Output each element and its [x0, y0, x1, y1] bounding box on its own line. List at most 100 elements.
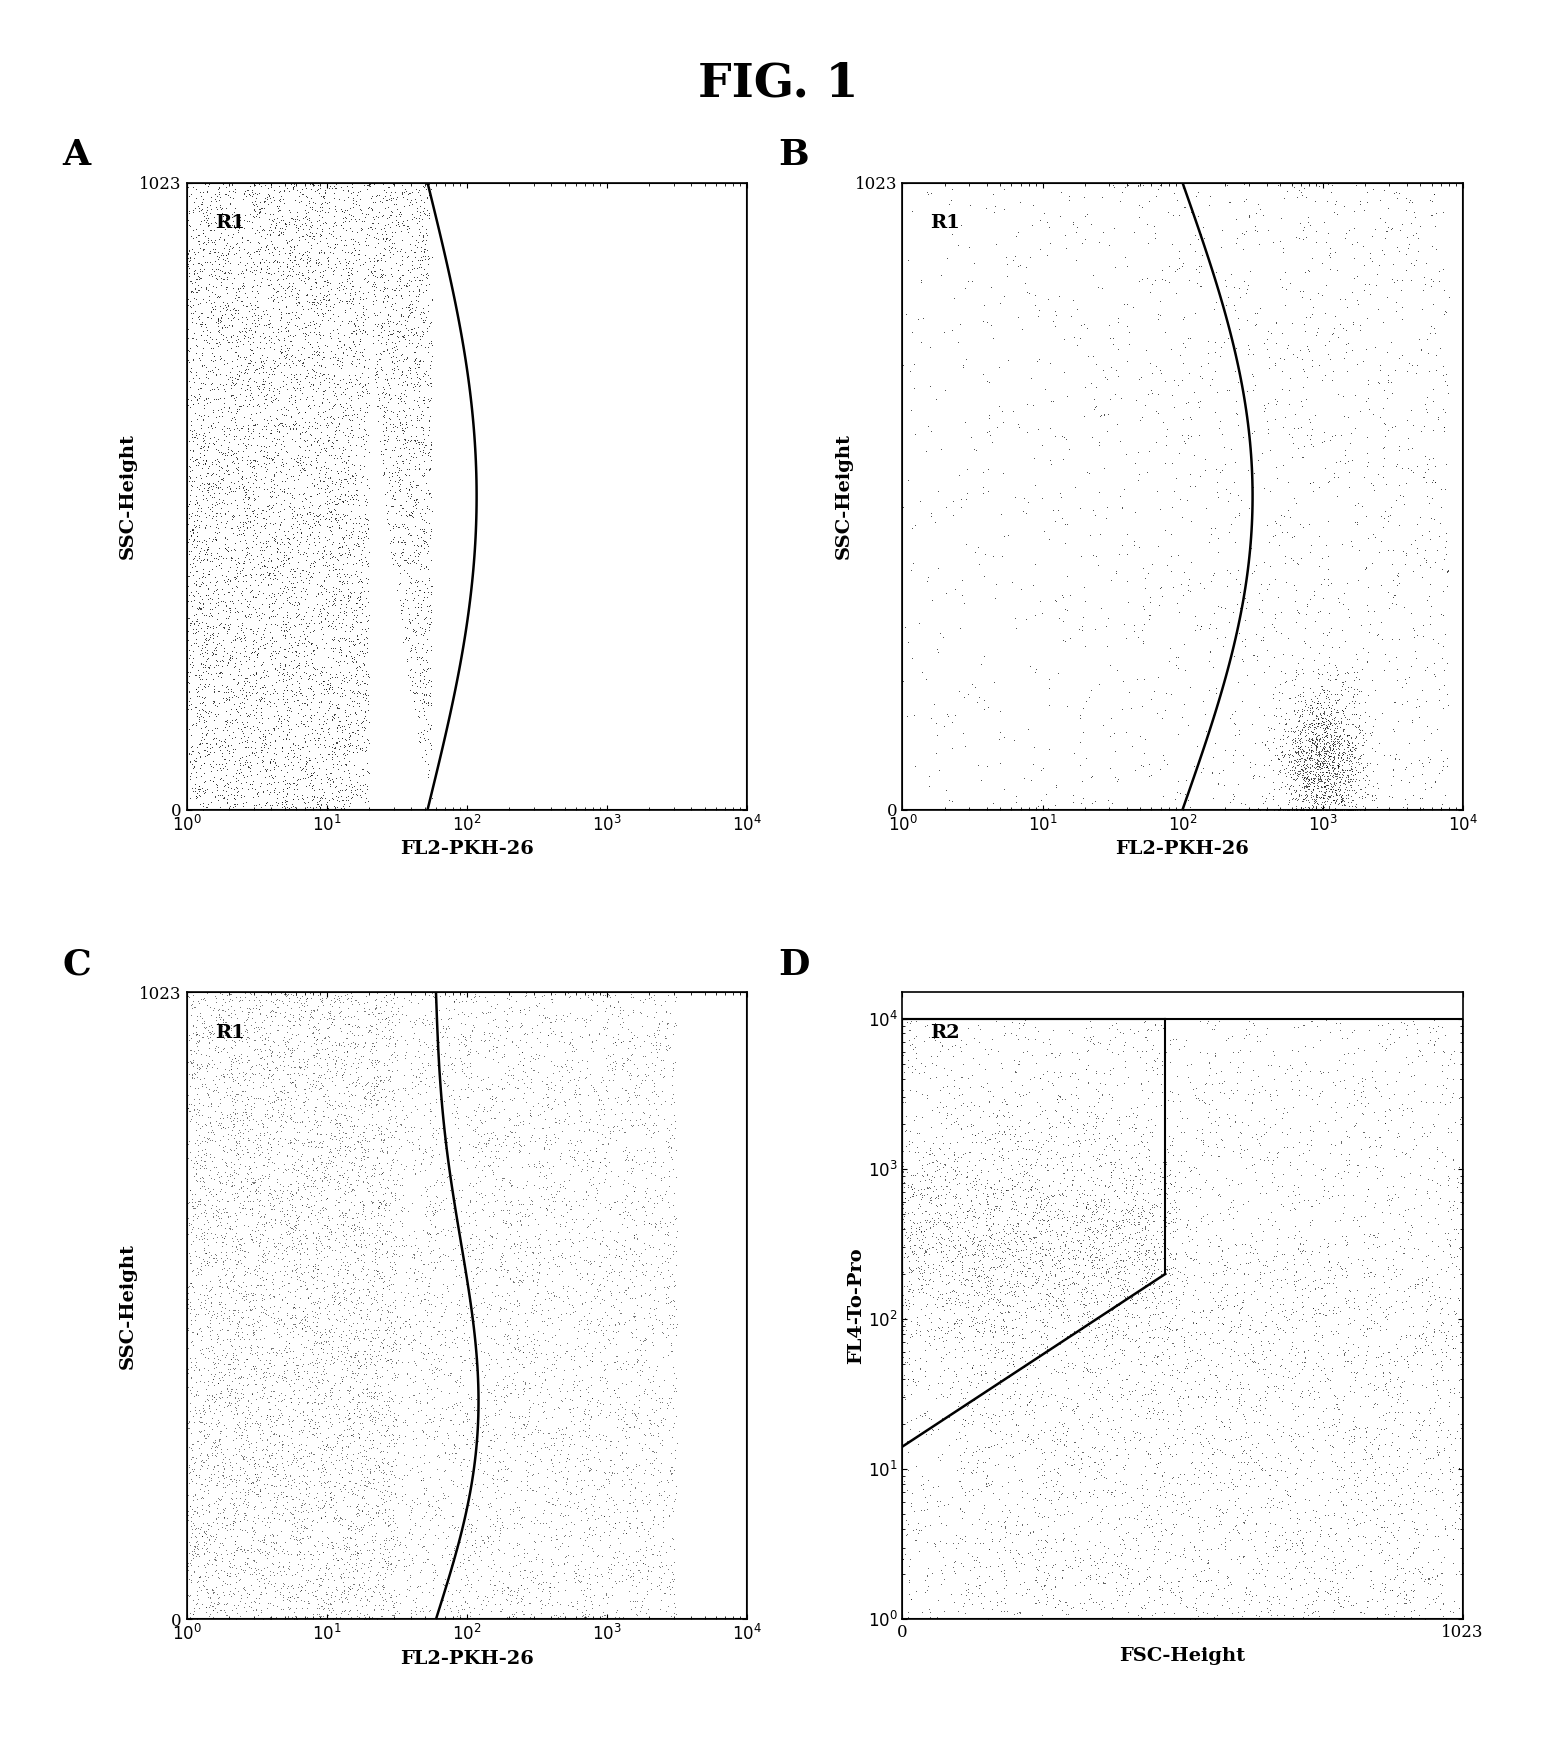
Point — [1109, 1395, 1134, 1422]
Point — [221, 207, 246, 235]
Point — [355, 608, 380, 635]
Point — [321, 573, 345, 601]
Point — [359, 197, 384, 225]
Point — [896, 1276, 921, 1304]
Point — [1447, 1342, 1472, 1370]
Point — [403, 427, 428, 454]
Point — [949, 1375, 974, 1403]
Point — [1198, 1053, 1223, 1081]
Point — [1044, 1201, 1069, 1229]
Point — [185, 498, 210, 526]
Point — [279, 663, 303, 691]
Point — [904, 1119, 929, 1147]
Point — [279, 327, 303, 355]
Point — [373, 366, 398, 393]
Point — [233, 1099, 258, 1126]
Point — [232, 387, 257, 414]
Point — [1327, 447, 1352, 475]
Point — [960, 1271, 985, 1299]
Point — [1235, 1525, 1260, 1553]
Point — [899, 317, 924, 345]
Point — [303, 512, 328, 540]
Point — [1251, 1119, 1276, 1147]
Point — [448, 978, 473, 1006]
Point — [210, 1112, 235, 1140]
Point — [955, 1280, 980, 1307]
Point — [660, 1111, 685, 1139]
Point — [515, 1476, 540, 1504]
Point — [1044, 1537, 1069, 1565]
Point — [924, 721, 949, 749]
Point — [1307, 1602, 1332, 1630]
Point — [1394, 223, 1419, 251]
Point — [1315, 719, 1340, 747]
Point — [1329, 796, 1354, 823]
Point — [462, 1393, 487, 1421]
Point — [271, 1158, 296, 1186]
Point — [1223, 529, 1248, 557]
Point — [475, 1403, 499, 1431]
Point — [1340, 700, 1365, 728]
Point — [510, 1173, 535, 1201]
Point — [336, 406, 361, 434]
Point — [319, 613, 344, 641]
Point — [1338, 773, 1363, 801]
Point — [293, 728, 317, 756]
Point — [1021, 1180, 1046, 1208]
Point — [333, 402, 358, 430]
Point — [994, 1596, 1019, 1624]
Point — [224, 1379, 249, 1407]
Point — [1109, 493, 1134, 521]
Point — [227, 745, 252, 773]
Point — [904, 1210, 929, 1238]
Point — [1106, 1212, 1131, 1240]
Point — [338, 247, 363, 275]
Point — [299, 333, 324, 360]
Point — [1338, 1377, 1363, 1405]
Point — [244, 635, 269, 663]
Point — [179, 1001, 204, 1029]
Point — [190, 299, 215, 327]
Point — [636, 1365, 661, 1393]
Point — [1075, 1442, 1100, 1469]
Point — [1376, 648, 1400, 676]
Point — [1083, 1191, 1108, 1219]
Point — [202, 1525, 227, 1553]
Point — [1127, 202, 1151, 230]
Point — [240, 1596, 265, 1624]
Point — [658, 1337, 683, 1365]
Point — [401, 1259, 426, 1287]
Point — [582, 1520, 607, 1548]
Point — [1113, 1200, 1137, 1227]
Point — [243, 1179, 268, 1207]
Point — [1330, 1400, 1355, 1428]
Point — [1402, 204, 1427, 232]
Point — [1344, 1358, 1369, 1386]
Point — [1088, 400, 1113, 428]
Point — [468, 1107, 493, 1135]
Point — [196, 209, 221, 237]
Point — [1195, 1008, 1220, 1036]
Point — [391, 629, 415, 656]
Point — [180, 390, 205, 418]
Point — [1343, 736, 1368, 764]
Point — [238, 1555, 263, 1583]
Point — [1349, 1090, 1374, 1118]
Point — [573, 1245, 598, 1273]
Point — [1027, 1137, 1052, 1165]
Point — [291, 350, 316, 378]
Point — [193, 674, 218, 702]
Point — [1089, 1254, 1114, 1281]
Point — [400, 374, 425, 402]
Point — [1102, 1318, 1127, 1346]
Point — [300, 1018, 325, 1046]
Point — [297, 205, 322, 233]
Point — [1212, 329, 1237, 357]
Point — [1296, 510, 1321, 538]
Point — [381, 1590, 406, 1617]
Point — [1256, 1549, 1281, 1577]
Point — [624, 1262, 649, 1290]
Point — [1318, 667, 1343, 695]
Point — [215, 994, 240, 1022]
Point — [934, 580, 958, 608]
